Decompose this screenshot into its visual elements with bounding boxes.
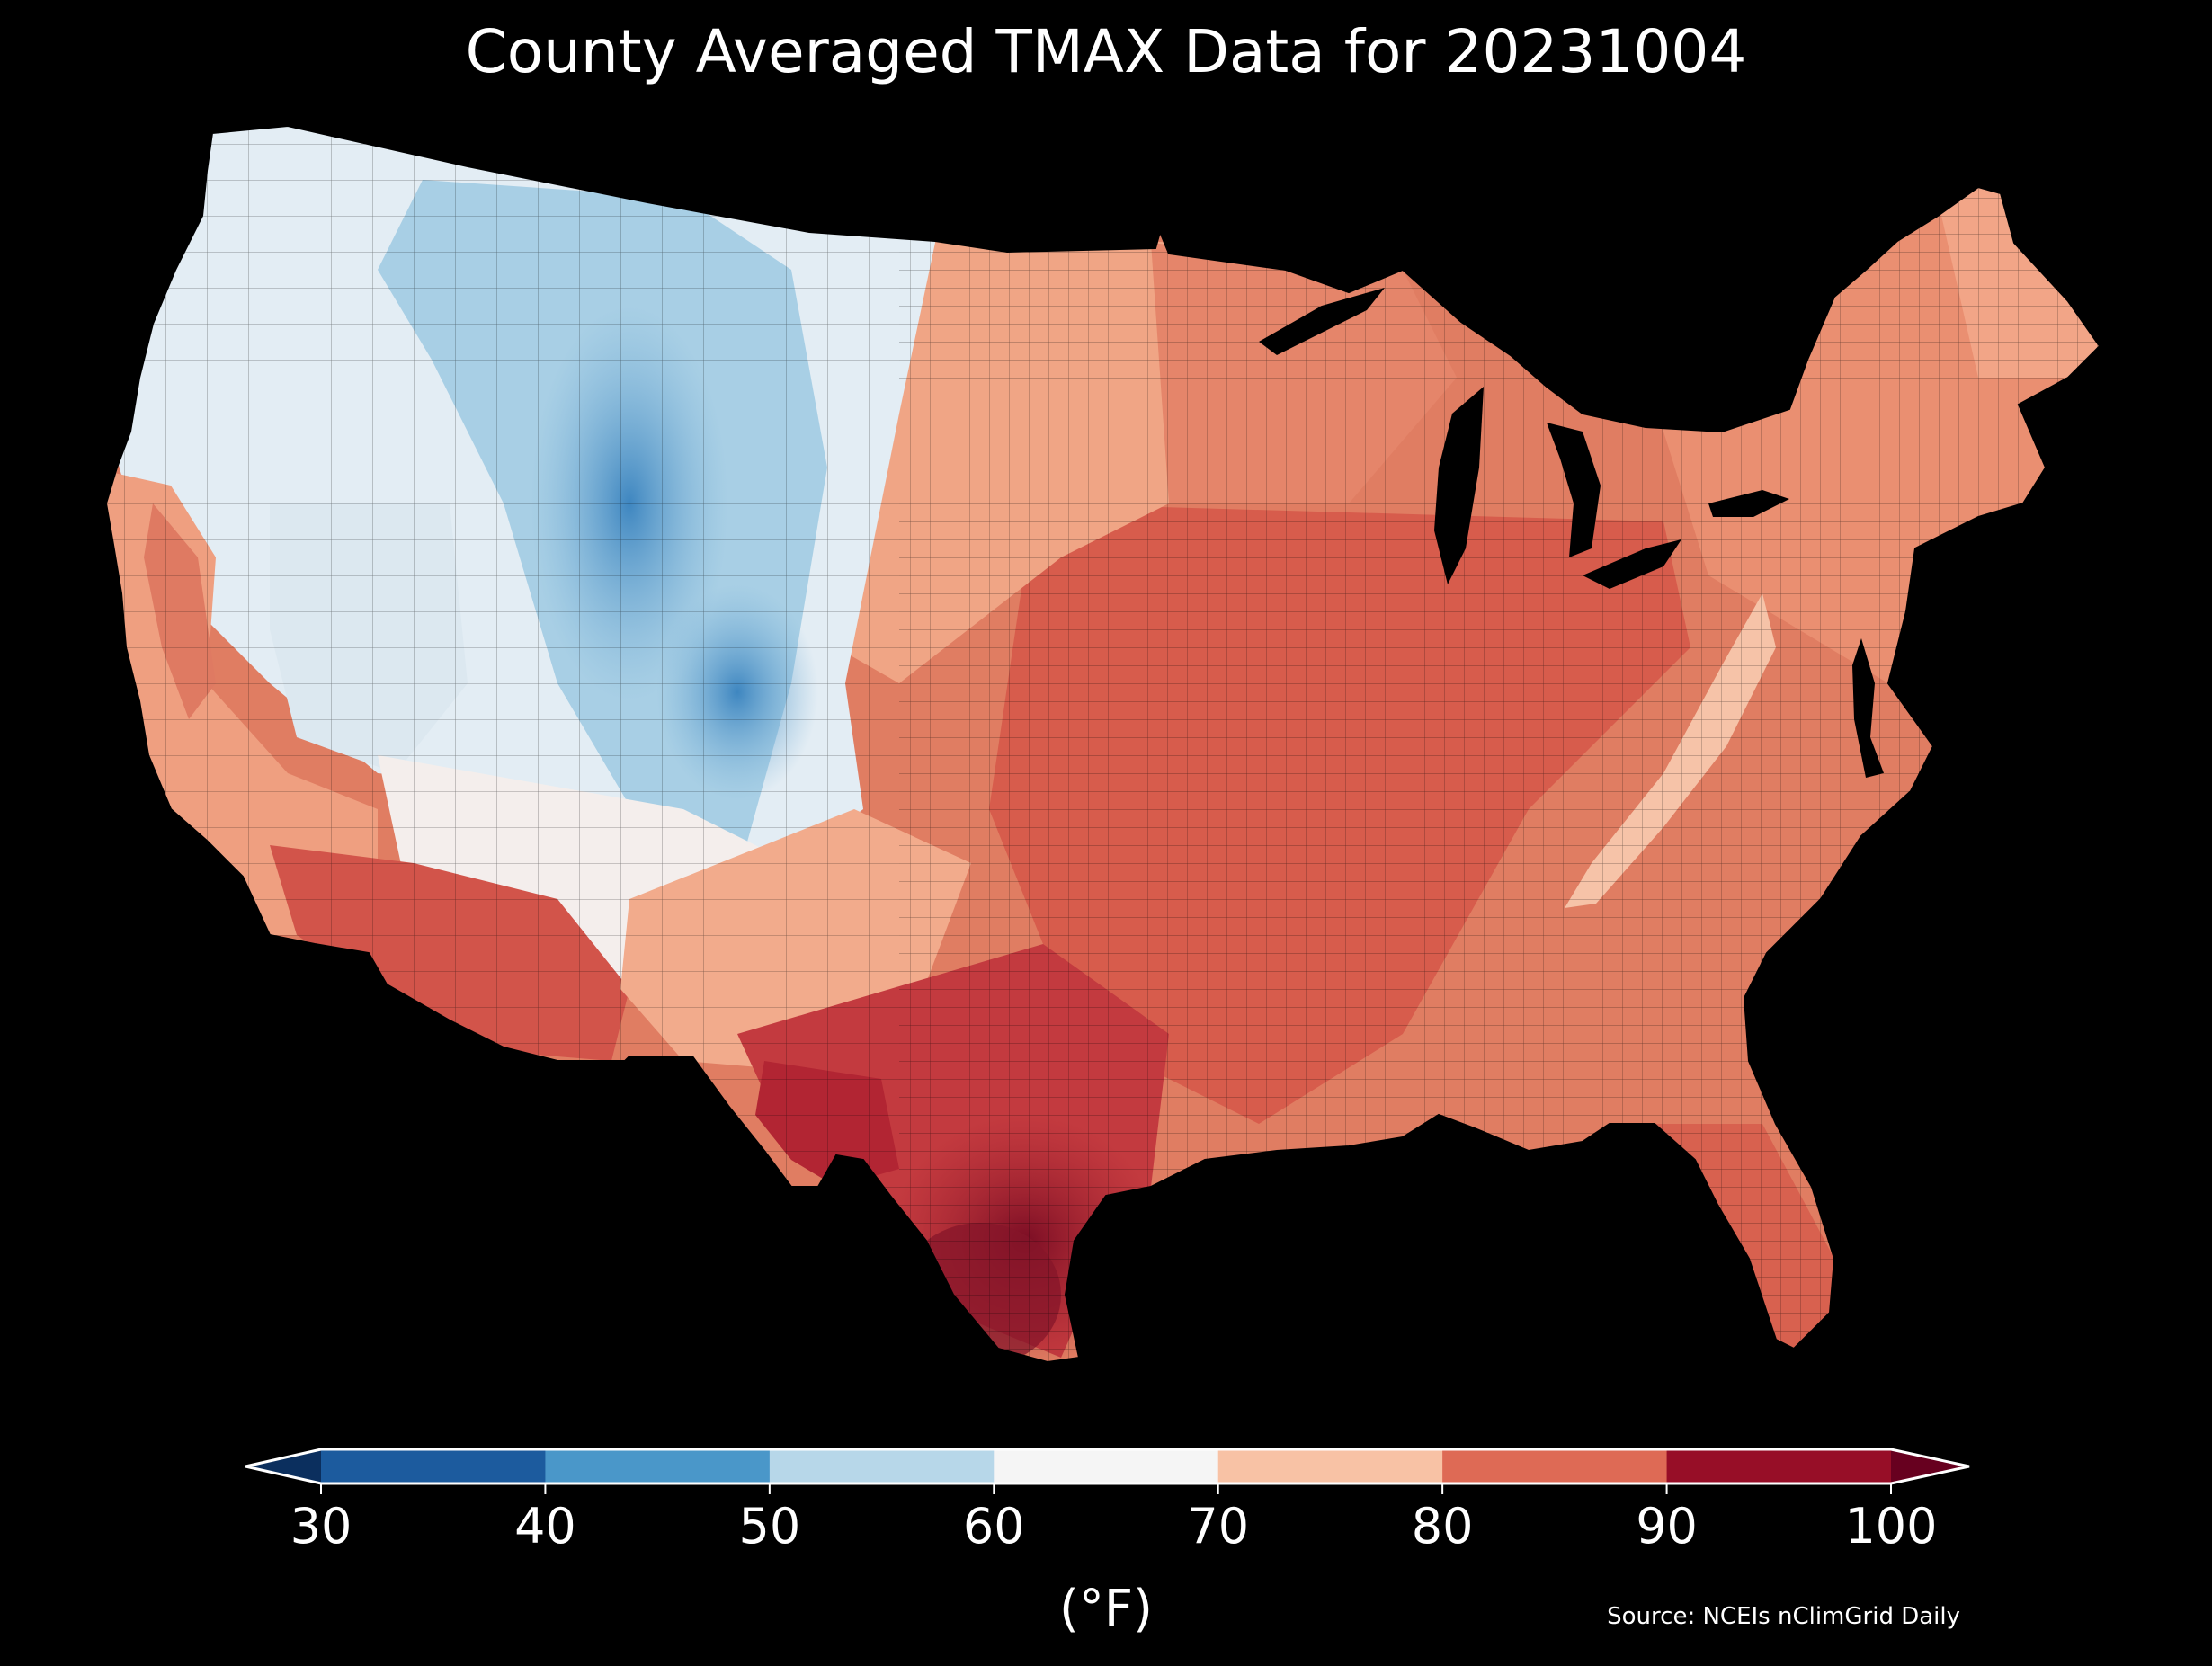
colorbar-tick-label: 90 <box>1636 1498 1698 1555</box>
colorbar-tick-label: 70 <box>1187 1498 1249 1555</box>
lake-superior <box>1259 288 1385 355</box>
colorbar-tick-label: 80 <box>1412 1498 1474 1555</box>
lake-huron <box>1547 423 1601 557</box>
colorbar-tick-label: 30 <box>290 1498 352 1555</box>
map-title: County Averaged TMAX Data for 20231004 <box>466 17 1747 86</box>
colorbar-bin-60-70 <box>994 1449 1219 1483</box>
colorbar: 30 40 50 60 70 80 90 100 (°F) <box>245 1448 1970 1638</box>
colorbar-bin-50-60 <box>769 1449 995 1483</box>
colorbar-ticks: 30 40 50 60 70 80 90 100 <box>290 1483 1938 1555</box>
colorbar-tick-label: 50 <box>738 1498 800 1555</box>
county-borders-west <box>106 126 899 1362</box>
colorbar-bins <box>321 1449 1892 1483</box>
lake-ontario <box>1708 490 1789 517</box>
lake-erie <box>1583 539 1681 589</box>
chesapeake-bay <box>1852 638 1884 778</box>
colorbar-bin-90-100 <box>1666 1449 1892 1483</box>
colorbar-bin-70-80 <box>1217 1449 1443 1483</box>
source-text: Source: NCEIs nClimGrid Daily <box>1607 1603 1960 1630</box>
colorbar-tick-label: 40 <box>514 1498 576 1555</box>
colorbar-tick-label: 60 <box>963 1498 1025 1555</box>
us-county-map <box>105 125 2101 1363</box>
great-lakes <box>1259 288 1789 589</box>
colorbar-over-arrow <box>1891 1449 1969 1483</box>
colorbar-bin-30-40 <box>321 1449 546 1483</box>
county-borders-east <box>899 126 2100 1362</box>
colorbar-bin-80-90 <box>1442 1449 1668 1483</box>
colorbar-tick-label: 100 <box>1844 1498 1937 1555</box>
colorbar-bin-40-50 <box>545 1449 771 1483</box>
lake-michigan <box>1434 387 1484 584</box>
colorbar-under-arrow <box>245 1449 321 1483</box>
colorbar-label: (°F) <box>1059 1580 1153 1638</box>
